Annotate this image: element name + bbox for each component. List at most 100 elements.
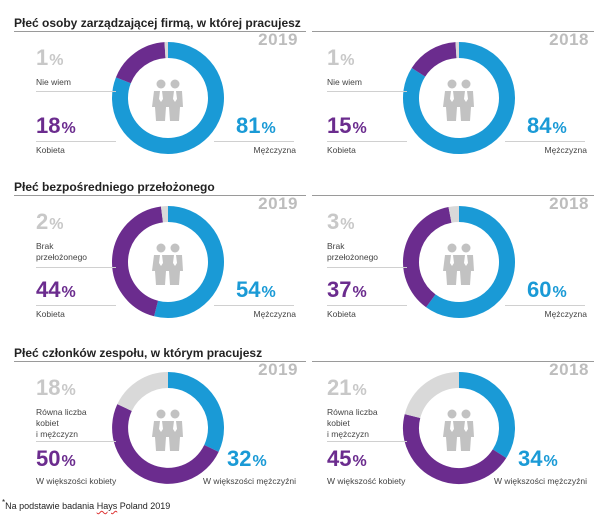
divider — [36, 441, 116, 442]
divider — [505, 141, 585, 142]
female-segment — [411, 42, 457, 77]
percent-sign: % — [261, 284, 276, 301]
male-segment — [426, 206, 515, 318]
divider — [327, 305, 407, 306]
other-label: Nie wiem — [327, 77, 362, 87]
male-percent-value: 84 — [527, 113, 552, 138]
percent-sign: % — [61, 120, 76, 137]
male-label: Mężczyzna — [544, 145, 587, 155]
divider — [327, 91, 407, 92]
donut-chart — [403, 42, 515, 154]
other-percent-value: 1 — [327, 45, 340, 70]
male-percent: 60% — [527, 277, 567, 303]
male-segment — [167, 372, 224, 452]
percent-sign: % — [261, 120, 276, 137]
donut-chart — [403, 372, 515, 484]
section-rule-2b — [312, 195, 594, 196]
section-title-1: Płeć osoby zarządzającej firmą, w której… — [14, 16, 301, 30]
female-label: Kobieta — [327, 145, 356, 155]
female-percent: 15% — [327, 113, 367, 139]
male-label: Mężczyzna — [253, 145, 296, 155]
female-label: W większość kobiety — [327, 476, 406, 486]
other-percent-value: 18 — [36, 375, 61, 400]
male-percent-value: 54 — [236, 277, 261, 302]
other-percent: 3% — [327, 209, 354, 235]
section-title-3: Płeć członków zespołu, w którym pracujes… — [14, 346, 263, 360]
panel: 2018 21% Równa liczba kobiet i mężczyzn 45%… — [305, 360, 595, 513]
male-segment — [154, 206, 224, 318]
donut-chart — [403, 206, 515, 318]
divider — [36, 305, 116, 306]
percent-sign: % — [552, 284, 567, 301]
female-percent-value: 44 — [36, 277, 61, 302]
divider — [214, 305, 294, 306]
people-icon — [152, 409, 183, 451]
female-percent-value: 45 — [327, 446, 352, 471]
footnote-text-after: Poland 2019 — [117, 501, 171, 511]
percent-sign: % — [61, 453, 76, 470]
other-percent: 1% — [36, 45, 63, 71]
other-percent: 2% — [36, 209, 63, 235]
female-segment — [403, 206, 452, 308]
percent-sign: % — [552, 120, 567, 137]
female-segment — [112, 404, 219, 484]
people-icon — [443, 409, 474, 451]
percent-sign: % — [340, 52, 355, 69]
percent-sign: % — [352, 382, 367, 399]
female-label: Kobieta — [36, 309, 65, 319]
panel: 2019 2% Brak przełożonego 44% Kobieta 54% Mężc… — [14, 194, 304, 347]
female-label: Kobieta — [36, 145, 65, 155]
footnote-text-before: Na podstawie badania — [5, 501, 97, 511]
percent-sign: % — [352, 453, 367, 470]
other-percent: 1% — [327, 45, 354, 71]
male-segment — [403, 42, 515, 154]
divider — [36, 141, 116, 142]
other-segment — [448, 206, 460, 223]
percent-sign: % — [49, 216, 64, 233]
divider — [36, 267, 116, 268]
divider — [214, 141, 294, 142]
female-percent: 50% — [36, 446, 76, 472]
percent-sign: % — [61, 284, 76, 301]
donut-chart — [112, 206, 224, 318]
donut-chart — [112, 372, 224, 484]
divider — [327, 141, 407, 142]
panel: 2018 3% Brak przełożonego 37% Kobieta 60% Mężc… — [305, 194, 595, 347]
section-rule-3 — [14, 361, 306, 362]
female-percent: 18% — [36, 113, 76, 139]
male-segment — [458, 372, 515, 458]
other-segment — [404, 372, 460, 419]
footnote-hays: Hays — [96, 501, 118, 511]
year-label: 2019 — [258, 30, 298, 49]
male-percent: 34% — [518, 446, 558, 472]
people-icon — [152, 79, 183, 121]
other-label: Brak przełożonego — [327, 241, 379, 262]
male-percent-value: 34 — [518, 446, 543, 471]
section-rule-1 — [14, 31, 306, 32]
section-rule-1b — [312, 31, 594, 32]
male-percent: 32% — [227, 446, 267, 472]
female-percent-value: 50 — [36, 446, 61, 471]
male-label: Mężczyzna — [544, 309, 587, 319]
footnote: *Na podstawie badania Hays Poland 2019 — [2, 498, 170, 511]
section-rule-2 — [14, 195, 306, 196]
section-rule-3b — [312, 361, 594, 362]
footnote-star: * — [2, 498, 6, 507]
percent-sign: % — [352, 284, 367, 301]
female-percent: 44% — [36, 277, 76, 303]
percent-sign: % — [49, 52, 64, 69]
people-icon — [443, 243, 474, 285]
female-segment — [112, 206, 164, 317]
other-label: Brak przełożonego — [36, 241, 88, 262]
other-percent-value: 2 — [36, 209, 49, 234]
other-percent-value: 3 — [327, 209, 340, 234]
panel: 2019 18% Równa liczba kobiet i mężczyzn 50%… — [14, 360, 304, 513]
year-label: 2018 — [549, 30, 589, 49]
panel: 2019 1% Nie wiem 18% Kobieta 81% Mężczyzna — [14, 30, 304, 183]
female-label: W większości kobiety — [36, 476, 117, 486]
female-percent-value: 37 — [327, 277, 352, 302]
percent-sign: % — [252, 453, 267, 470]
female-segment — [115, 42, 166, 84]
male-label: W większości mężczyźni — [493, 476, 587, 486]
female-percent: 37% — [327, 277, 367, 303]
